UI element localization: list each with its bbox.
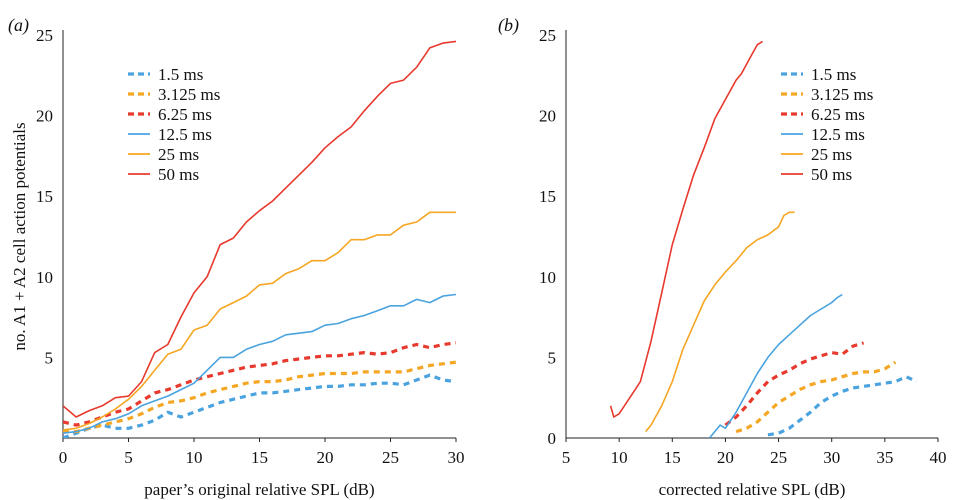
legend-label: 6.25 ms xyxy=(158,105,212,124)
y-tick-label: 15 xyxy=(36,187,53,206)
x-tick-label: 10 xyxy=(611,448,628,467)
legend-label: 25 ms xyxy=(811,145,852,164)
series-line-25-ms xyxy=(63,211,456,431)
legend-label: 6.25 ms xyxy=(811,105,865,124)
x-tick-label: 25 xyxy=(770,448,787,467)
legend-label: 25 ms xyxy=(158,145,199,164)
series-line-6-25-ms xyxy=(724,341,865,427)
series-line-25-ms xyxy=(645,211,795,433)
y-tick-label: 10 xyxy=(36,268,53,287)
x-axis-title: paper’s original relative SPL (dB) xyxy=(144,480,374,499)
y-tick-label: 25 xyxy=(36,26,53,45)
x-tick-label: 15 xyxy=(664,448,681,467)
series-line-12-5-ms xyxy=(708,293,843,438)
legend-label: 3.125 ms xyxy=(811,85,873,104)
legend-label: 50 ms xyxy=(158,165,199,184)
x-tick-label: 20 xyxy=(717,448,734,467)
x-tick-label: 25 xyxy=(382,448,399,467)
x-tick-label: 5 xyxy=(124,448,133,467)
series-line-3-125-ms xyxy=(735,360,897,434)
y-axis-title: no. A1 + A2 cell action potentials xyxy=(10,122,29,350)
panel-label: (b) xyxy=(498,15,519,36)
y-tick-label: 25 xyxy=(539,26,556,45)
y-tick-label: 5 xyxy=(548,348,557,367)
plot-area xyxy=(63,40,456,438)
legend-label: 1.5 ms xyxy=(811,65,856,84)
series-line-1-5-ms xyxy=(767,375,918,437)
x-tick-label: 5 xyxy=(562,448,571,467)
x-tick-label: 35 xyxy=(876,448,893,467)
x-tick-label: 10 xyxy=(186,448,203,467)
y-tick-label: 20 xyxy=(539,107,556,126)
legend-label: 12.5 ms xyxy=(811,125,865,144)
x-tick-label: 15 xyxy=(251,448,268,467)
series-line-50-ms xyxy=(609,40,764,418)
legend-label: 3.125 ms xyxy=(158,85,220,104)
x-axis-title: corrected relative SPL (dB) xyxy=(659,480,846,499)
legend-label: 50 ms xyxy=(811,165,852,184)
y-tick-label: 5 xyxy=(45,348,54,367)
y-tick-label: 15 xyxy=(539,187,556,206)
y-tick-label: 20 xyxy=(36,107,53,126)
x-tick-label: 30 xyxy=(448,448,465,467)
legend-label: 1.5 ms xyxy=(158,65,203,84)
panel-a: (a) 0 5 10 15 20 25 30 5 10 15 20 25 paper’s original… xyxy=(8,15,465,499)
series-line-3-125-ms xyxy=(63,360,456,434)
y-tick-label: 10 xyxy=(539,268,556,287)
x-tick-label: 0 xyxy=(59,448,68,467)
series-line-12-5-ms xyxy=(63,293,456,434)
x-tick-label: 40 xyxy=(930,448,947,467)
series-line-1-5-ms xyxy=(63,373,456,438)
panel-label: (a) xyxy=(8,15,29,36)
y-tick-label: 0 xyxy=(548,429,557,448)
series-line-6-25-ms xyxy=(63,341,456,427)
x-tick-label: 30 xyxy=(823,448,840,467)
x-tick-label: 20 xyxy=(317,448,334,467)
plot-area xyxy=(609,40,918,438)
series-line-50-ms xyxy=(63,40,456,418)
legend-label: 12.5 ms xyxy=(158,125,212,144)
